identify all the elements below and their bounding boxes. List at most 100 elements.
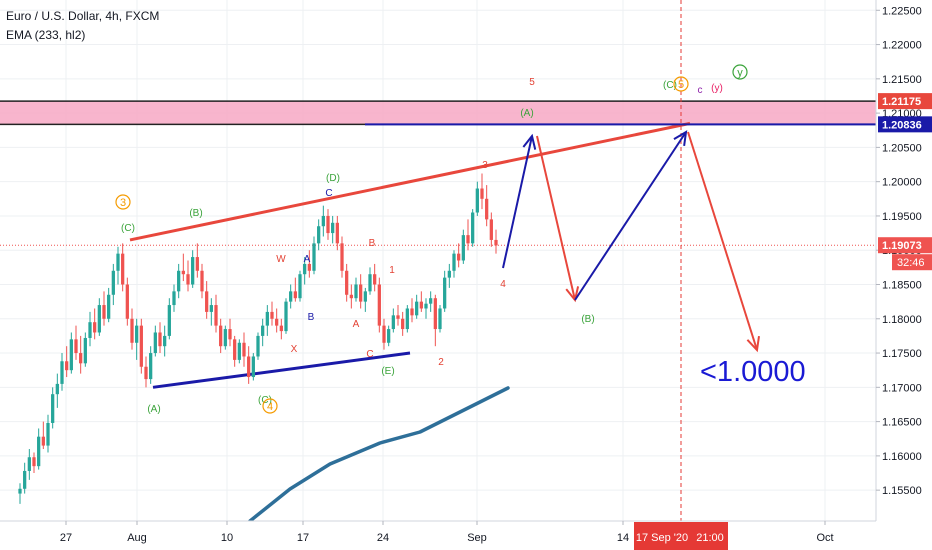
forecast-arrow-down-2-head — [746, 336, 760, 353]
wave-label: y — [732, 64, 748, 80]
time-tick-label: Oct — [816, 532, 833, 544]
candle-body — [429, 298, 433, 304]
price-tick-label: 1.19500 — [882, 211, 922, 223]
candle-body — [457, 253, 461, 261]
forecast-arrow-up-2-head — [673, 130, 688, 147]
candle-body — [321, 215, 325, 227]
resistance-zone — [0, 100, 876, 126]
wave-label-text: C — [366, 349, 373, 360]
candle-body — [233, 339, 237, 360]
price-tick-label: 1.17500 — [882, 348, 922, 360]
wave-label-circle — [115, 194, 131, 210]
price-tick-label: 1.15500 — [882, 485, 922, 497]
wave-label: 4 — [500, 279, 506, 290]
wave-label-text: c — [698, 85, 703, 96]
candle-body — [191, 257, 195, 285]
candle-body — [172, 291, 176, 306]
wave-label-circle — [262, 398, 278, 414]
candle-body — [153, 332, 157, 354]
candle-body — [74, 339, 78, 354]
candle-body — [88, 322, 92, 338]
forecast-arrow-down-1 — [536, 135, 576, 301]
candle-body — [317, 226, 321, 244]
candle-body — [219, 325, 223, 347]
candle-body — [60, 361, 64, 384]
candle-body — [83, 337, 87, 364]
wave-label-text: C — [325, 188, 332, 199]
price-axis-bg — [876, 0, 932, 550]
candle-body — [419, 301, 423, 309]
time-tick-label: Aug — [127, 532, 147, 544]
candle-body — [326, 215, 330, 234]
candle-body — [270, 311, 274, 319]
wave-label-text: y — [737, 67, 743, 79]
wave-label: c — [698, 85, 703, 96]
candle-body — [247, 356, 251, 378]
candle-body — [242, 342, 246, 357]
candle-body — [46, 422, 50, 446]
price-axis[interactable]: 1.225001.220001.215001.210001.205001.200… — [875, 0, 932, 550]
wave-label-text: 5 — [678, 79, 684, 91]
candle-body — [261, 325, 265, 336]
wave-label: 5 — [529, 77, 535, 88]
candle-body — [237, 342, 241, 360]
wave-label-text: A — [353, 319, 360, 330]
candle-body — [298, 274, 302, 299]
candle-body — [461, 235, 465, 261]
price-tick-label: 1.16000 — [882, 451, 922, 463]
time-axis[interactable]: 27 Aug 10 17 24 Sep 14 Oct 17 Sep '20 21:00 — [0, 520, 876, 550]
forecast-arrow-up-1 — [502, 135, 533, 269]
wave-label-text: B — [369, 238, 376, 249]
candle-body — [447, 270, 451, 278]
forecast-arrows — [502, 130, 760, 353]
wave-label: (A) — [147, 404, 160, 415]
candle-body — [387, 329, 391, 343]
candle-body — [111, 270, 115, 295]
wave-label-text: (A) — [147, 404, 160, 415]
candle-body — [410, 308, 414, 316]
wave-label-text: (A) — [520, 108, 533, 119]
candle-body — [349, 294, 353, 299]
price-label-text: 1.21175 — [882, 96, 921, 108]
wave-label: 5 — [673, 76, 689, 92]
candle-body — [37, 436, 41, 467]
candle-body — [494, 239, 498, 246]
candle-body — [471, 212, 475, 244]
candle-body — [149, 353, 153, 380]
wave-label-text: (B) — [581, 314, 594, 325]
ema-233-line — [248, 386, 510, 523]
wave-label: 1 — [389, 265, 395, 276]
wave-label: (C) — [663, 80, 677, 91]
candle-body — [139, 325, 143, 367]
symbol-title[interactable]: Euro / U.S. Dollar, 4h, FXCM — [6, 9, 160, 23]
wave-label-circle — [673, 76, 689, 92]
candle-body — [27, 457, 31, 471]
time-tick-label: Sep — [467, 532, 487, 544]
candle-body — [251, 356, 255, 378]
candle-body — [475, 188, 479, 213]
candle-body — [405, 308, 409, 330]
wave-label-text: X — [291, 344, 298, 355]
candle-body — [97, 305, 101, 333]
candle-body — [452, 253, 456, 271]
candle-body — [345, 270, 349, 295]
wave-label-text: B — [308, 312, 315, 323]
drawn-lines — [0, 0, 876, 521]
indicator-title[interactable]: EMA (233, hl2) — [6, 28, 86, 42]
candle-body — [433, 298, 437, 330]
candle-body — [93, 322, 97, 333]
candle-body — [214, 305, 218, 326]
candle-body — [480, 188, 484, 199]
forecast-arrow-up-2 — [574, 131, 687, 301]
price-tick-label: 1.22000 — [882, 40, 922, 52]
candle-body — [391, 315, 395, 330]
wave-label: C — [325, 188, 332, 199]
candle-body — [186, 274, 190, 285]
grid — [0, 0, 876, 521]
time-axis-bg — [0, 521, 876, 550]
candle-body — [205, 291, 209, 312]
price-label-text: 1.20836 — [882, 119, 922, 131]
time-tick-label: 24 — [377, 532, 389, 544]
